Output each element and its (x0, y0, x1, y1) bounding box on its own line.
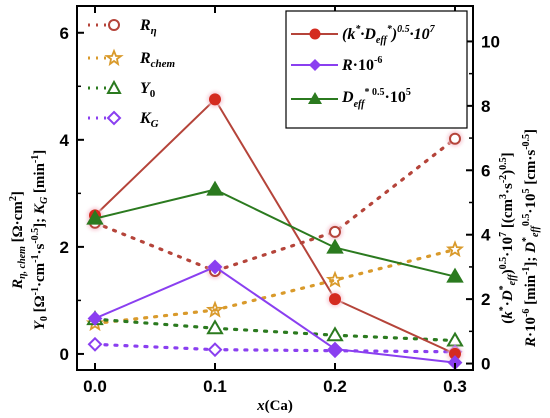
series-diamond-open-left-point (207, 342, 223, 358)
series-triangle-filled-right-point (86, 209, 104, 225)
x-tick-label: 0.2 (323, 377, 347, 396)
series-diamond-open-left-line (93, 342, 457, 354)
x-axis-title: x(Ca) (256, 398, 293, 414)
right-axis-title-line2: R·10-6 [min-1]; D*eff0.5·105 [cm·s-0.5] (521, 129, 541, 348)
left-axis-title-line1: Rη, chem [Ω·cm2] (8, 191, 28, 290)
x-tick-label: 0.3 (443, 377, 467, 396)
series-diamond-open-left-point (87, 336, 103, 352)
series-diamond-filled-right-point (327, 341, 343, 357)
series-circle-filled-right-point (329, 293, 341, 306)
legend-right-entry-r: R·10-6 (291, 55, 382, 74)
legend-left-entry-y0: Y0 (88, 79, 156, 100)
legend-right: (k*·Deff*)0.5·107 R·10-6 Deff* 0.5·105 (285, 10, 468, 129)
series-star-open-left-point (325, 270, 345, 288)
series-triangle-filled-right-point (446, 267, 464, 283)
series-star-open-left-point (205, 300, 225, 318)
series-circle-open-left-point (449, 132, 461, 145)
right-tick-label: 8 (481, 97, 490, 116)
series-diamond-filled-right-point (207, 259, 223, 275)
svg-text:Rη: Rη (139, 17, 157, 37)
legend-left-entry-r-eta: Rη (88, 17, 157, 37)
series-diamond-filled-right-line (94, 265, 456, 364)
right-tick-label: 6 (481, 161, 490, 180)
left-tick-label: 0 (60, 345, 69, 364)
right-tick-label: 0 (481, 355, 490, 374)
left-tick-label: 4 (60, 131, 70, 150)
right-axis-title-line1: (k*·D*eff)0.5·107 [(cm3·s-2)0.5] (498, 152, 518, 323)
series-triangle-open-left-point (206, 319, 224, 335)
right-tick-label: 10 (481, 32, 500, 51)
svg-text:KG: KG (139, 110, 159, 130)
series-triangle-open-left-point (446, 331, 464, 347)
x-tick-label: 0.0 (83, 377, 107, 396)
series-layer (85, 91, 465, 371)
right-tick-label: 2 (481, 290, 490, 309)
ticks-layer: 0.0 0.1 0.2 0.3 0 2 4 6 0 2 4 6 8 10 (60, 6, 500, 396)
right-tick-label: 4 (481, 226, 491, 245)
legend-left-entry-r-chem: Rchem (88, 48, 176, 70)
svg-text:R·10-6: R·10-6 (341, 55, 382, 74)
svg-text:Rchem: Rchem (139, 50, 176, 70)
plot-frame (76, 5, 474, 371)
svg-text:Y0: Y0 (140, 80, 156, 100)
x-tick-label: 0.1 (203, 377, 227, 396)
series-triangle-open-left-point (326, 326, 344, 342)
legend-left: Rη Rchem Y0 KG (88, 17, 176, 130)
series-star-open-left-line (93, 247, 457, 326)
series-triangle-filled-right-line (94, 188, 456, 278)
legend-left-entry-kg: KG (88, 110, 159, 130)
series-diamond-filled-right-point (87, 311, 103, 326)
series-circle-filled-right-point (209, 93, 221, 106)
series-circle-filled-right-line (94, 97, 456, 355)
series-circle-open-left-point (329, 225, 341, 238)
left-axis-title-line2: Y0 [Ω-1·cm-1·s-0.5]; KG [min-1] (30, 150, 50, 331)
series-triangle-filled-right-point (206, 180, 224, 196)
series-star-open-left-point (445, 240, 465, 258)
series-triangle-open-left-line (93, 317, 457, 343)
series-triangle-filled-right-point (326, 238, 344, 254)
series-circle-open-left-line (93, 137, 457, 273)
left-tick-label: 6 (60, 24, 69, 43)
left-tick-label: 2 (60, 238, 69, 257)
